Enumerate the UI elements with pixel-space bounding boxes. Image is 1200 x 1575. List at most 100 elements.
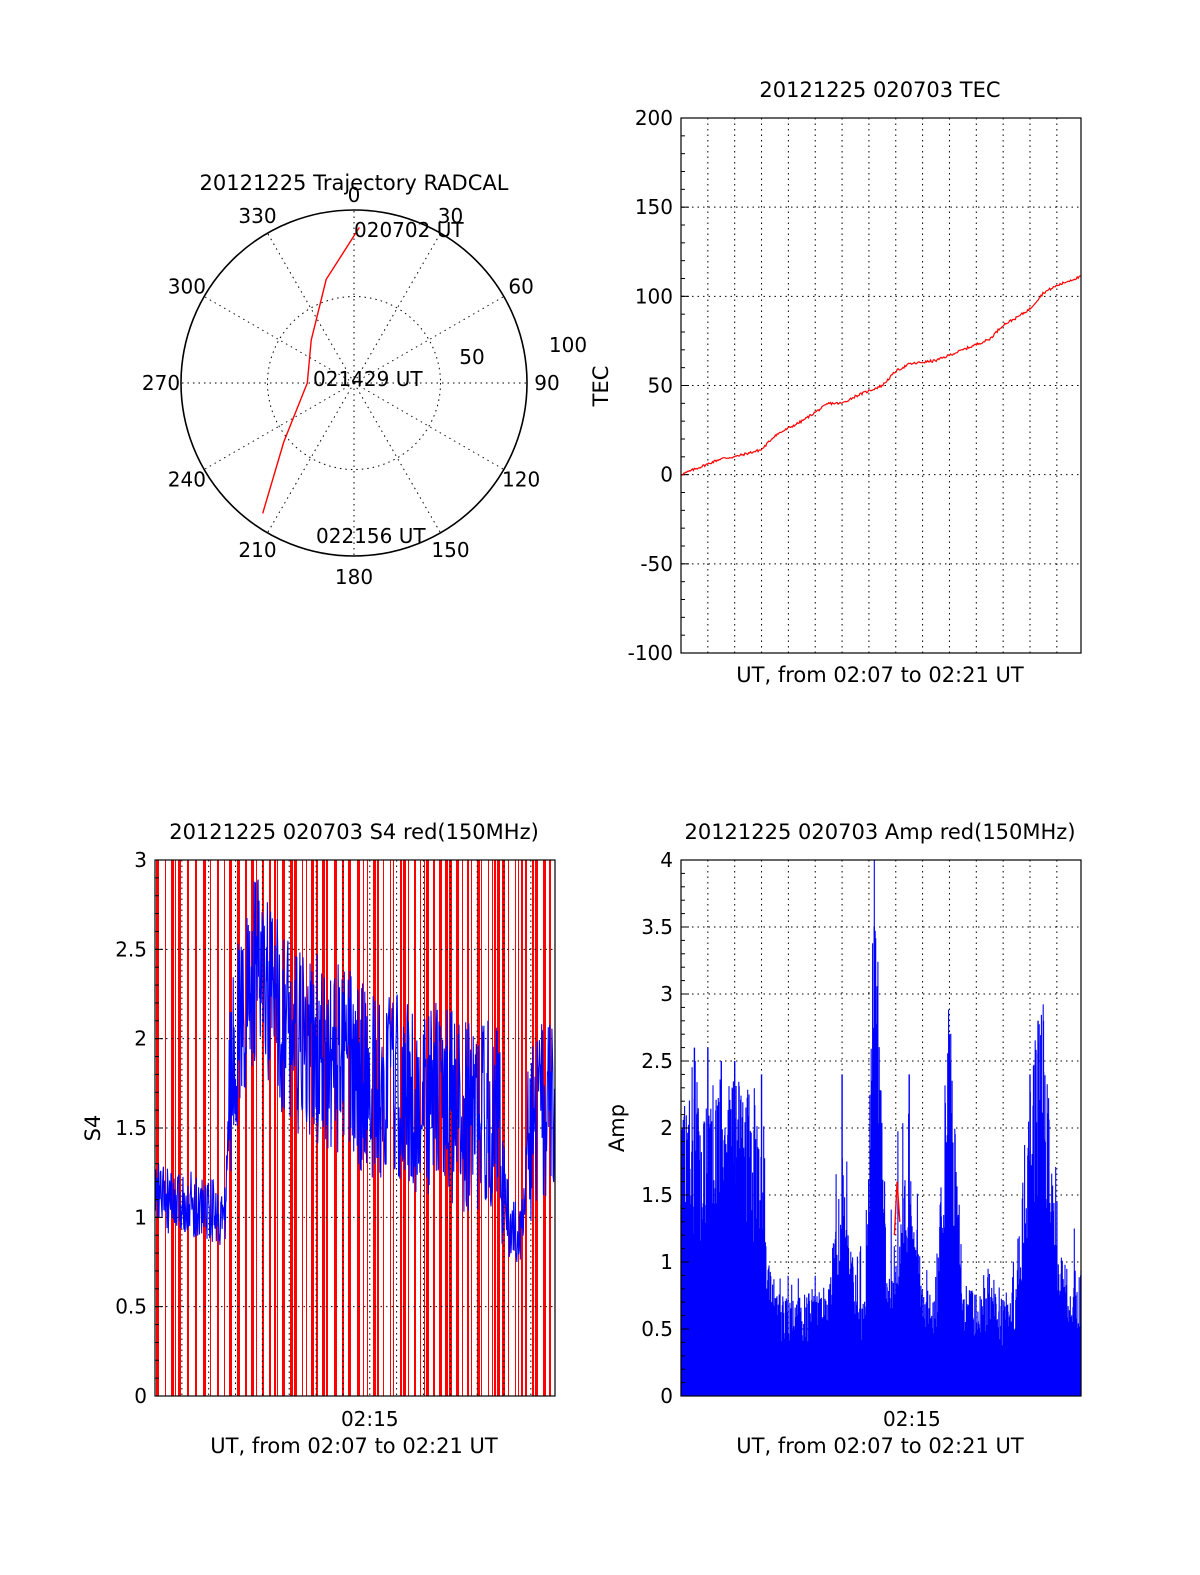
s4-red-bar [274, 860, 276, 1396]
tec-series [681, 275, 1082, 476]
s4-red-bar [251, 860, 254, 1396]
polar-radius-label-50: 50 [459, 345, 484, 369]
polar-angle-label: 60 [508, 275, 533, 299]
s4-red-bar [393, 860, 394, 1396]
y-tick-label: 2.5 [641, 1049, 673, 1073]
y-tick-label: 3 [134, 848, 147, 872]
y-tick-label: 2.5 [115, 937, 147, 961]
polar-trajectory-line [262, 227, 360, 514]
s4-chart: 20121225 020703 S4 red(150MHz) 0 0.5 1 1.5 2… [81, 820, 556, 1458]
s4-ylabel: S4 [81, 1115, 105, 1142]
y-tick-label: 150 [635, 195, 673, 219]
s4-red-bar [439, 860, 442, 1396]
polar-angle-label: 240 [168, 468, 206, 492]
tec-ylabel: TEC [589, 366, 613, 408]
s4-red-bar [311, 860, 314, 1396]
s4-xlabel: UT, from 02:07 to 02:21 UT [210, 1434, 498, 1458]
polar-spoke [353, 296, 505, 384]
s4-red-bar [316, 860, 318, 1396]
polar-angle-label: 300 [168, 275, 206, 299]
amp-xlabel: UT, from 02:07 to 02:21 UT [736, 1434, 1024, 1458]
polar-grid [180, 209, 528, 557]
y-tick-label: 1.5 [115, 1116, 147, 1140]
amp-chart: 20121225 020703 Amp red(150MHz) 0 0.5 1 1.5… [605, 820, 1082, 1458]
s4-red-bar [282, 860, 285, 1396]
polar-angle-label: 180 [335, 565, 373, 589]
polar-angle-label: 210 [238, 538, 276, 562]
s4-x-tick-labels: 02:15 [341, 1407, 399, 1431]
y-tick-label: 2 [134, 1027, 147, 1051]
y-tick-label: 50 [648, 374, 673, 398]
y-tick-label: 0.5 [641, 1317, 673, 1341]
amp-ylabel: Amp [605, 1104, 629, 1152]
s4-red-bar [262, 860, 264, 1396]
amp-x-tick-labels: 02:15 [883, 1407, 941, 1431]
polar-angle-label: 330 [238, 204, 276, 228]
s4-series [154, 879, 556, 1263]
s4-red-bar [471, 860, 472, 1396]
s4-red-bar [449, 860, 452, 1396]
s4-red-bar [217, 860, 219, 1396]
y-tick-label: 1 [660, 1250, 673, 1274]
polar-angle-label: 30 [438, 204, 463, 228]
s4-red-bar [521, 860, 523, 1396]
polar-title: 20121225 Trajectory RADCAL [200, 171, 509, 195]
s4-red-bar [256, 860, 257, 1396]
y-tick-label: 3.5 [641, 915, 673, 939]
s4-red-bar [525, 860, 527, 1396]
s4-red-bar [515, 860, 516, 1396]
s4-red-bar [224, 860, 225, 1396]
y-tick-label: 0 [134, 1384, 147, 1408]
y-tick-label: -50 [640, 552, 673, 576]
s4-red-bar [502, 860, 505, 1396]
s4-red-bar [245, 860, 247, 1396]
y-tick-label: 0.5 [115, 1295, 147, 1319]
s4-red-bar [269, 860, 271, 1396]
amp-title: 20121225 020703 Amp red(150MHz) [684, 820, 1075, 844]
y-tick-label: 2 [660, 1116, 673, 1140]
tec-chart: 20121225 020703 TEC -100-50050100150200 … [589, 78, 1082, 687]
s4-title: 20121225 020703 S4 red(150MHz) [169, 820, 539, 844]
polar-annotation-start: 020702 UT [354, 218, 464, 242]
polar-angle-label: 150 [431, 538, 469, 562]
x-tick-label: 02:15 [341, 1407, 399, 1431]
s4-red-bar [165, 860, 166, 1396]
s4-y-tick-labels: 0 0.5 1 1.5 2 2.5 3 [115, 848, 163, 1408]
s4-red-bar [175, 860, 176, 1396]
y-tick-label: 1.5 [641, 1183, 673, 1207]
polar-spoke [267, 232, 355, 384]
polar-spoke [353, 382, 441, 534]
s4-red-bar [322, 860, 325, 1396]
s4-red-bar [383, 860, 384, 1396]
tec-y-tick-labels: -100 -50 0 50 100 150 200 [628, 106, 689, 665]
x-tick-label: 02:15 [883, 1407, 941, 1431]
s4-red-bar [302, 860, 303, 1396]
polar-spoke [353, 382, 505, 470]
s4-red-bar [400, 860, 402, 1396]
s4-red-bar [549, 860, 551, 1396]
tec-xlabel: UT, from 02:07 to 02:21 UT [736, 663, 1024, 687]
polar-spoke [203, 382, 355, 470]
polar-annotation-end: 022156 UT [316, 524, 426, 548]
amp-spikes [680, 860, 1082, 1396]
s4-red-bar [294, 860, 297, 1396]
s4-red-bar [306, 860, 307, 1396]
tec-title: 20121225 020703 TEC [759, 78, 1000, 102]
polar-spoke [203, 296, 355, 384]
polar-annotation-mid: 021429 UT [313, 367, 423, 391]
y-tick-label: 0 [660, 463, 673, 487]
s4-red-bar [334, 860, 337, 1396]
s4-line [154, 879, 556, 1263]
polar-angle-label: 0 [348, 183, 361, 207]
polar-angle-label: 120 [502, 468, 540, 492]
polar-chart: 20121225 Trajectory RADCAL 0 30 60 90 120 150… [142, 171, 587, 589]
tec-grid [681, 117, 1081, 654]
amp-series [680, 860, 1082, 1396]
amp-y-tick-labels: 0 0.5 1 1.5 2 2.5 3 3.5 4 [641, 848, 689, 1408]
y-tick-label: 200 [635, 106, 673, 130]
polar-radius-label-100: 100 [549, 333, 587, 357]
polar-spoke [267, 382, 355, 534]
s4-red-bar [290, 860, 293, 1396]
y-tick-label: 100 [635, 284, 673, 308]
amp-red-segment [893, 1181, 901, 1236]
